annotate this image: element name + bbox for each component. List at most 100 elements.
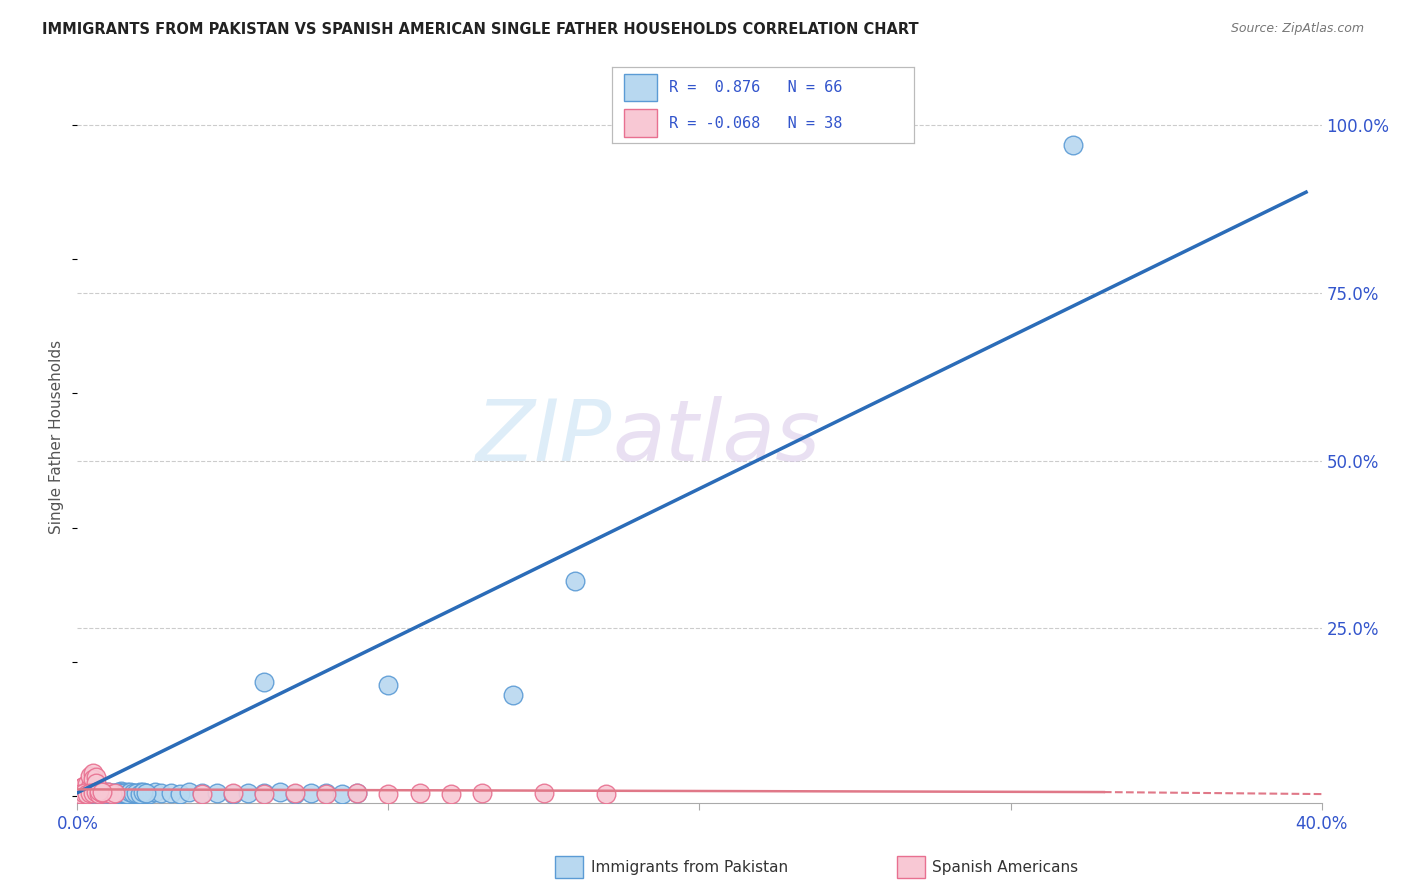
Point <box>82 786 104 800</box>
Point <box>87 787 110 801</box>
Point <box>94 787 117 801</box>
Point <box>110 786 132 800</box>
Point <box>69 780 91 795</box>
Point <box>135 786 157 800</box>
Point <box>131 785 153 799</box>
Point <box>69 786 91 800</box>
Point <box>104 786 127 800</box>
Text: Immigrants from Pakistan: Immigrants from Pakistan <box>591 860 787 874</box>
Point <box>169 787 191 801</box>
Point <box>72 786 94 800</box>
Point <box>120 785 142 799</box>
Point <box>79 785 101 799</box>
Point <box>72 783 94 797</box>
Point <box>502 689 524 703</box>
Point <box>138 787 160 801</box>
Point <box>222 787 245 801</box>
Point <box>159 786 181 800</box>
Point <box>253 675 276 690</box>
Point <box>79 780 101 795</box>
Point <box>595 787 617 801</box>
Text: R = -0.068   N = 38: R = -0.068 N = 38 <box>669 115 842 130</box>
Point <box>269 785 291 799</box>
Point <box>128 785 150 799</box>
Text: R =  0.876   N = 66: R = 0.876 N = 66 <box>669 80 842 95</box>
Point <box>87 786 110 800</box>
Point <box>100 786 122 800</box>
Point <box>72 786 94 800</box>
Text: IMMIGRANTS FROM PAKISTAN VS SPANISH AMERICAN SINGLE FATHER HOUSEHOLDS CORRELATIO: IMMIGRANTS FROM PAKISTAN VS SPANISH AMER… <box>42 22 918 37</box>
Point <box>76 777 98 791</box>
Point <box>76 782 98 797</box>
Point <box>100 787 122 801</box>
Point <box>82 786 104 800</box>
Text: ZIP: ZIP <box>477 395 613 479</box>
Point <box>299 786 322 800</box>
Point <box>207 786 229 800</box>
Point <box>107 785 129 799</box>
Point <box>135 786 157 800</box>
Point <box>76 788 98 802</box>
Y-axis label: Single Father Households: Single Father Households <box>49 340 65 534</box>
Point <box>69 787 91 801</box>
Point <box>222 786 245 800</box>
Point <box>143 785 166 799</box>
Point <box>315 787 337 801</box>
Point <box>82 765 104 780</box>
Point <box>79 786 101 800</box>
Point <box>179 785 201 799</box>
Point <box>377 787 399 801</box>
Point <box>150 786 173 800</box>
Bar <box>624 74 657 101</box>
Point <box>69 786 91 800</box>
Point <box>100 787 122 801</box>
Point <box>84 785 107 799</box>
Point <box>131 786 153 800</box>
Point <box>533 786 555 800</box>
Text: Spanish Americans: Spanish Americans <box>932 860 1078 874</box>
Point <box>79 769 101 783</box>
Point <box>72 779 94 793</box>
Point <box>253 786 276 800</box>
Point <box>87 787 110 801</box>
Point <box>104 786 127 800</box>
Point <box>94 786 117 800</box>
Point <box>440 787 463 801</box>
Point <box>107 786 129 800</box>
Point <box>97 785 120 799</box>
Point <box>76 787 98 801</box>
Point <box>110 784 132 798</box>
Point <box>91 786 114 800</box>
Point <box>125 786 148 800</box>
Point <box>79 783 101 797</box>
Point <box>238 786 260 800</box>
Point <box>346 786 368 800</box>
Point <box>97 786 120 800</box>
Point <box>84 775 107 789</box>
Text: Source: ZipAtlas.com: Source: ZipAtlas.com <box>1230 22 1364 36</box>
Point <box>84 783 107 797</box>
Point <box>122 786 145 800</box>
Point <box>69 787 91 801</box>
Point <box>191 786 214 800</box>
Point <box>408 786 430 800</box>
Point <box>91 784 114 798</box>
Point <box>346 786 368 800</box>
Point <box>284 786 307 800</box>
Point <box>1062 138 1084 153</box>
Point <box>120 786 142 800</box>
Text: atlas: atlas <box>613 395 820 479</box>
Point <box>94 786 117 800</box>
Point <box>122 786 145 800</box>
Point <box>330 787 353 801</box>
Point <box>82 772 104 787</box>
Point <box>112 786 135 800</box>
Point <box>72 783 94 797</box>
Point <box>91 785 114 799</box>
Point <box>97 785 120 799</box>
Point <box>125 787 148 801</box>
Point <box>115 785 138 799</box>
Point <box>191 787 214 801</box>
Point <box>471 786 494 800</box>
Point <box>253 787 276 801</box>
